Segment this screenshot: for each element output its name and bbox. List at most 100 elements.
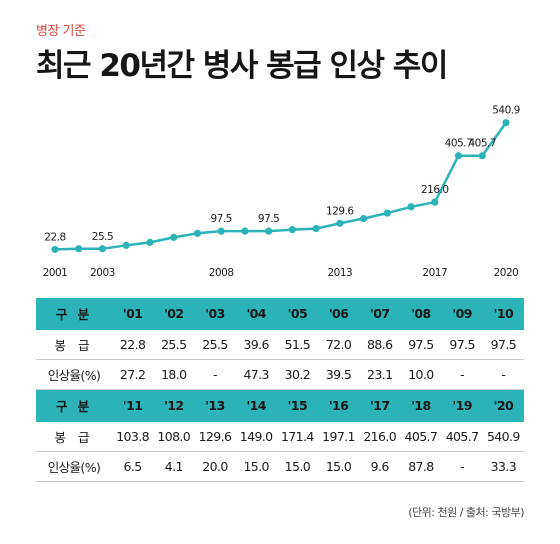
rate-row: 인상율(%) 27.2 18.0-47.3 30.2 39.5 23.1 10.0- - xyxy=(36,359,524,390)
table-cell: '08 xyxy=(400,298,442,330)
table-cell: 23.1 xyxy=(359,359,401,390)
rate-row-label: 인상율(%) xyxy=(36,451,112,482)
series-line xyxy=(54,121,508,251)
table-cell: - xyxy=(194,359,236,390)
table-cell: - xyxy=(441,451,483,482)
table-cell: 25.5 xyxy=(153,329,195,360)
table-cell: 15.0 xyxy=(235,451,277,482)
table-cell: '05 xyxy=(276,298,318,330)
header-row: 구 분 '01'02'03'04'05'06'07'08'09'10 xyxy=(36,298,524,330)
data-label-2013: 129.6 xyxy=(326,205,354,217)
table-cell: 108.0 xyxy=(153,421,195,452)
x-tick-2003: 2003 xyxy=(90,267,115,279)
table-cell: '01 xyxy=(112,298,154,330)
table-cell: 540.9 xyxy=(482,421,524,452)
table-cell: 9.6 xyxy=(359,451,401,482)
table-cell: 33.3 xyxy=(482,451,524,482)
data-point-2018 xyxy=(454,152,463,160)
table-cell: 47.3 xyxy=(235,359,277,390)
table-cell: 15.0 xyxy=(317,451,360,482)
x-tick-2001: 2001 xyxy=(43,267,68,279)
data-label-2017: 216.0 xyxy=(421,184,449,196)
data-label-2008: 97.5 xyxy=(210,213,231,225)
data-label-2018: 405.7 xyxy=(445,138,473,150)
table-cell: 87.8 xyxy=(400,451,442,482)
table-cell: '09 xyxy=(441,298,483,330)
table-cell: '18 xyxy=(400,389,442,422)
table-cell: 27.2 xyxy=(112,359,154,390)
table-cell: 20.0 xyxy=(194,451,236,482)
table-cell: 18.0 xyxy=(153,359,195,390)
pay-row-label: 봉 급 xyxy=(36,421,112,452)
data-label-2019: 405.7 xyxy=(468,138,496,150)
table-cell: 129.6 xyxy=(194,421,236,452)
table-cell: 22.8 xyxy=(112,329,154,360)
data-label-2020: 540.9 xyxy=(492,105,520,117)
table-cell: - xyxy=(441,359,483,390)
table-cell: '10 xyxy=(482,298,524,330)
data-point-2007 xyxy=(193,229,202,237)
table-cell: 149.0 xyxy=(235,421,277,452)
table-cell: 405.7 xyxy=(400,421,442,452)
table-cell: 30.2 xyxy=(276,359,318,390)
table-cell: '20 xyxy=(482,389,524,422)
data-point-2012 xyxy=(312,224,320,233)
chart-title: 최근 20년간 병사 봉급 인상 추이 xyxy=(36,48,448,84)
data-point-2015 xyxy=(383,209,391,217)
chart-subtitle: 병장 기준 xyxy=(36,24,86,39)
data-point-2017 xyxy=(431,198,439,206)
x-tick-2020: 2020 xyxy=(494,267,519,279)
data-point-2005 xyxy=(146,238,154,247)
table-cell: '16 xyxy=(317,389,360,422)
rate-row: 인상율(%) 6.5 4.1 20.0 15.0 15.0 15.0 9.6 87.8-33.3 xyxy=(36,451,524,482)
pay-row-label: 봉 급 xyxy=(36,329,112,360)
data-point-2009 xyxy=(241,227,249,235)
data-point-2001 xyxy=(51,245,59,254)
table-cell: '03 xyxy=(194,298,236,330)
data-point-2002 xyxy=(75,245,83,253)
data-point-2014 xyxy=(359,214,368,223)
data-point-2004 xyxy=(122,241,130,249)
table-cell: '12 xyxy=(153,389,195,422)
table-cell: 6.5 xyxy=(112,451,154,482)
table-cell: 39.6 xyxy=(235,329,277,360)
pay-row: 봉 급 103.8 108.0 129.6 149.0 171.4 197.1 216.0 40… xyxy=(36,421,524,452)
pay-row: 봉 급 22.8 25.5 25.5 39.6 51.5 72.0 88.6 97.5 97.5 9… xyxy=(36,329,524,360)
table-cell: '02 xyxy=(153,298,195,330)
data-label-2001: 22.8 xyxy=(44,231,65,243)
table-cell: 15.0 xyxy=(276,451,318,482)
table-cell: 88.6 xyxy=(359,329,401,360)
table-cell: '15 xyxy=(276,389,318,422)
table-cell: 25.5 xyxy=(194,329,236,360)
data-point-2016 xyxy=(407,203,415,211)
table-cell: 171.4 xyxy=(276,421,318,452)
table-cell: 97.5 xyxy=(441,329,483,360)
table-cell: 51.5 xyxy=(276,329,318,360)
table-cell: 197.1 xyxy=(317,421,360,452)
table-cell: 216.0 xyxy=(359,421,401,452)
data-point-2020 xyxy=(502,119,510,127)
table-cell: 405.7 xyxy=(441,421,483,452)
table-cell: '14 xyxy=(235,389,277,422)
data-point-2019 xyxy=(478,152,486,160)
data-point-2011 xyxy=(288,226,296,234)
header-row-label: 구 분 xyxy=(36,389,112,422)
header-row: 구 분 '11'12'13'14'15'16'17'18'19'20 xyxy=(36,389,524,422)
table-cell: '06 xyxy=(317,298,360,330)
table-cell: '13 xyxy=(194,389,236,422)
header-row-label: 구 분 xyxy=(36,298,112,330)
x-tick-2013: 2013 xyxy=(327,267,352,279)
table-cell: 103.8 xyxy=(112,421,154,452)
data-label-2003: 25.5 xyxy=(92,231,113,243)
salary-table: 구 분 '01'02'03'04'05'06'07'08'09'10 봉 급 22.8… xyxy=(36,298,524,482)
table-cell: 97.5 xyxy=(482,329,524,360)
table-cell: - xyxy=(482,359,524,390)
data-point-2010 xyxy=(265,227,273,235)
table-cell: 97.5 xyxy=(400,329,442,360)
table-cell: '11 xyxy=(112,389,154,422)
table-cell: '04 xyxy=(235,298,277,330)
x-tick-2008: 2008 xyxy=(209,267,234,279)
table-cell: '07 xyxy=(359,298,401,330)
table-cell: 72.0 xyxy=(317,329,360,360)
